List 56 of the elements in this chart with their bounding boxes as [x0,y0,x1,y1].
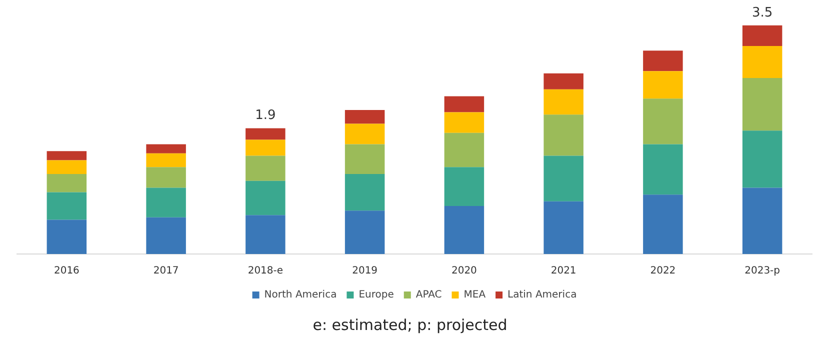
x-tick-label: 2016 [54,266,80,277]
x-tick-label: 2019 [352,266,378,277]
bar [544,201,584,254]
bar [742,78,782,131]
bar [344,144,385,174]
bar [444,167,484,206]
bar [46,174,87,192]
bar [544,73,584,90]
bar [246,215,286,254]
bar [344,174,385,211]
bar [643,98,683,144]
bar [643,144,683,195]
bar [146,167,186,188]
bar [46,192,87,220]
bar [46,151,87,160]
bar [246,156,286,181]
x-tick-label: 2022 [650,266,676,277]
x-tick-label: 2021 [550,266,576,277]
legend-label: APAC [416,290,442,301]
bar [246,128,286,140]
bar [742,188,782,254]
text: e: estimated; p: projected [312,316,508,334]
bar [742,130,782,188]
bar [246,140,286,156]
bar [643,194,683,254]
bar [444,132,484,168]
bar [46,160,87,174]
bar [544,156,584,202]
x-tick-label: 2017 [153,266,179,277]
bar [146,153,186,168]
x-tick-label: 2018-e [248,266,284,277]
x-tick-label: 2020 [451,266,477,277]
bar [643,50,683,72]
bar [742,25,782,46]
annotation: 1.9 [255,108,276,124]
bar [146,144,186,154]
bar [344,124,385,144]
x-tick-label: 2023-p [744,266,780,277]
bar [544,114,584,156]
bar [246,180,286,216]
bar [444,206,484,254]
bar [46,220,87,254]
bar [344,110,385,124]
legend-label: Latin America [508,290,577,301]
bar [344,210,385,254]
bar [146,188,186,218]
legend-label: North America [264,290,337,301]
bar [146,217,186,254]
legend-label: Europe [358,290,394,301]
legend-label: MEA [464,290,486,301]
bar [544,89,584,115]
annotation: 3.5 [752,5,773,20]
bar [444,112,484,133]
bar [444,96,484,112]
bar [643,71,683,99]
bar [742,46,782,78]
